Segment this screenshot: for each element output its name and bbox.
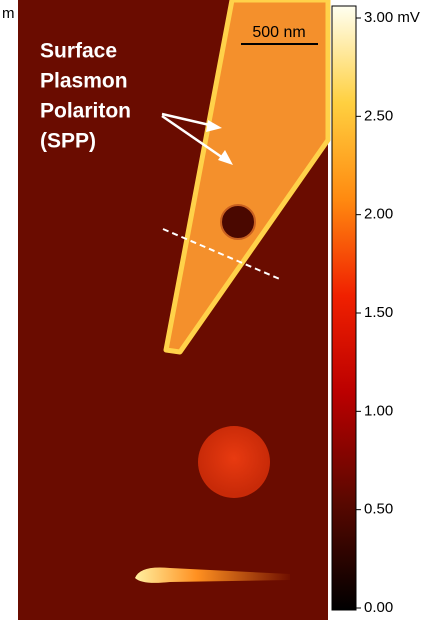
tick-label: 0.00 xyxy=(364,599,393,616)
annotation: (SPP) xyxy=(40,130,96,153)
annotation: Polariton xyxy=(40,100,131,123)
arrow xyxy=(161,112,215,128)
tick-label: 1.50 xyxy=(364,304,393,321)
tick-label: 2.00 xyxy=(364,206,393,223)
particle xyxy=(198,426,270,498)
tip xyxy=(163,0,331,355)
hole xyxy=(220,204,256,240)
arrow xyxy=(161,114,227,162)
annotation: Surface xyxy=(40,40,117,63)
scale-bar-label: 500 nm xyxy=(252,24,305,41)
edge-label: m xyxy=(2,5,15,22)
arrowhead xyxy=(218,150,233,165)
colorbar-ticks: 3.00 mV 2.50 2.00 1.50 1.00 0.50 0.00 xyxy=(356,9,420,616)
colorbar xyxy=(331,5,357,611)
micrograph: Surface Plasmon Polariton (SPP) 500 nm xyxy=(18,0,331,620)
tick-label: 2.50 xyxy=(364,107,393,124)
arrowhead xyxy=(206,120,222,132)
cut-line xyxy=(162,228,283,281)
tick-label: 3.00 mV xyxy=(364,9,420,26)
streak xyxy=(135,567,290,583)
tick-label: 1.00 xyxy=(364,402,393,419)
annotation: Plasmon xyxy=(40,70,128,93)
tick-label: 0.50 xyxy=(364,501,393,518)
